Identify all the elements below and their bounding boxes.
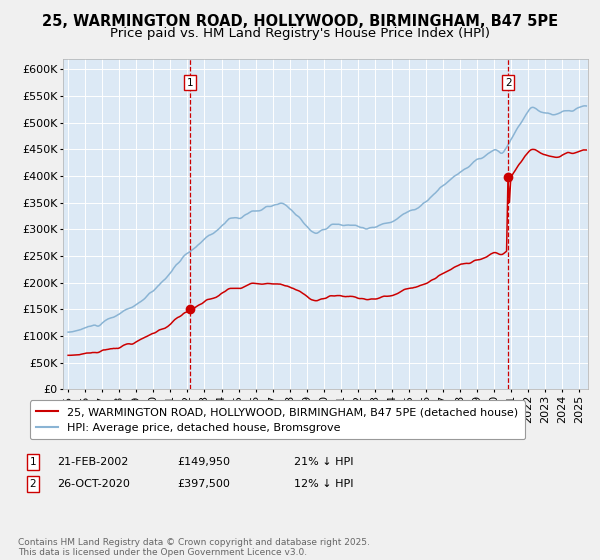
Text: 25, WARMINGTON ROAD, HOLLYWOOD, BIRMINGHAM, B47 5PE: 25, WARMINGTON ROAD, HOLLYWOOD, BIRMINGH… <box>42 14 558 29</box>
Text: Price paid vs. HM Land Registry's House Price Index (HPI): Price paid vs. HM Land Registry's House … <box>110 27 490 40</box>
Text: 2: 2 <box>505 78 512 88</box>
Legend: 25, WARMINGTON ROAD, HOLLYWOOD, BIRMINGHAM, B47 5PE (detached house), HPI: Avera: 25, WARMINGTON ROAD, HOLLYWOOD, BIRMINGH… <box>29 400 525 439</box>
Text: 1: 1 <box>29 457 37 467</box>
Text: 26-OCT-2020: 26-OCT-2020 <box>57 479 130 489</box>
Text: 21-FEB-2002: 21-FEB-2002 <box>57 457 128 467</box>
Text: £397,500: £397,500 <box>177 479 230 489</box>
Text: Contains HM Land Registry data © Crown copyright and database right 2025.
This d: Contains HM Land Registry data © Crown c… <box>18 538 370 557</box>
Text: 21% ↓ HPI: 21% ↓ HPI <box>294 457 353 467</box>
Text: 12% ↓ HPI: 12% ↓ HPI <box>294 479 353 489</box>
Text: 2: 2 <box>29 479 37 489</box>
Text: £149,950: £149,950 <box>177 457 230 467</box>
Text: 1: 1 <box>187 78 193 88</box>
